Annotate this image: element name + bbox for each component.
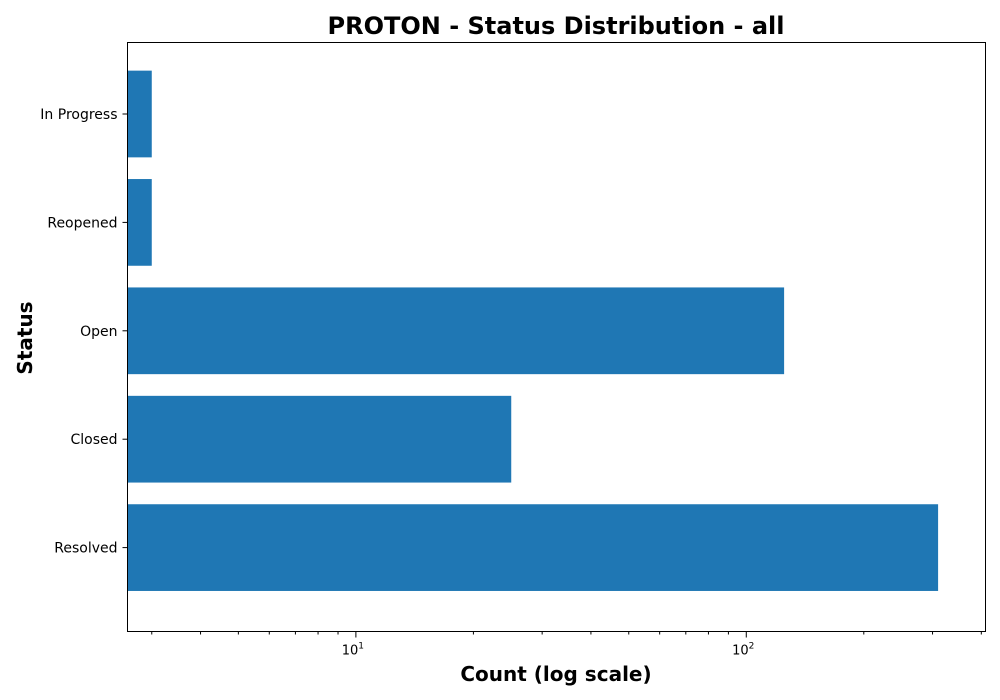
chart-title: PROTON - Status Distribution - all: [328, 12, 785, 40]
y-axis-title: Status: [13, 301, 37, 374]
x-tick-label: 102: [732, 642, 754, 659]
bar-resolved: [127, 504, 939, 591]
bar-in-progress: [127, 70, 152, 158]
plot-frame: [127, 42, 986, 632]
y-tick-label: Resolved: [54, 541, 117, 557]
bars-group: [127, 70, 939, 591]
y-tick-label: Open: [80, 324, 117, 340]
y-tick-label: In Progress: [40, 107, 117, 123]
x-ticks-group: 101 102: [151, 631, 982, 659]
bar-closed: [127, 395, 512, 483]
x-axis-title: Count (log scale): [460, 662, 651, 686]
x-tick-label: 101: [342, 642, 364, 659]
bar-reopened: [127, 179, 152, 266]
y-ticks-group: In Progress Reopened Open Closed Resolved: [40, 107, 128, 557]
bar-open: [127, 287, 785, 375]
y-tick-label: Closed: [70, 432, 117, 448]
y-tick-label: Reopened: [47, 215, 117, 231]
